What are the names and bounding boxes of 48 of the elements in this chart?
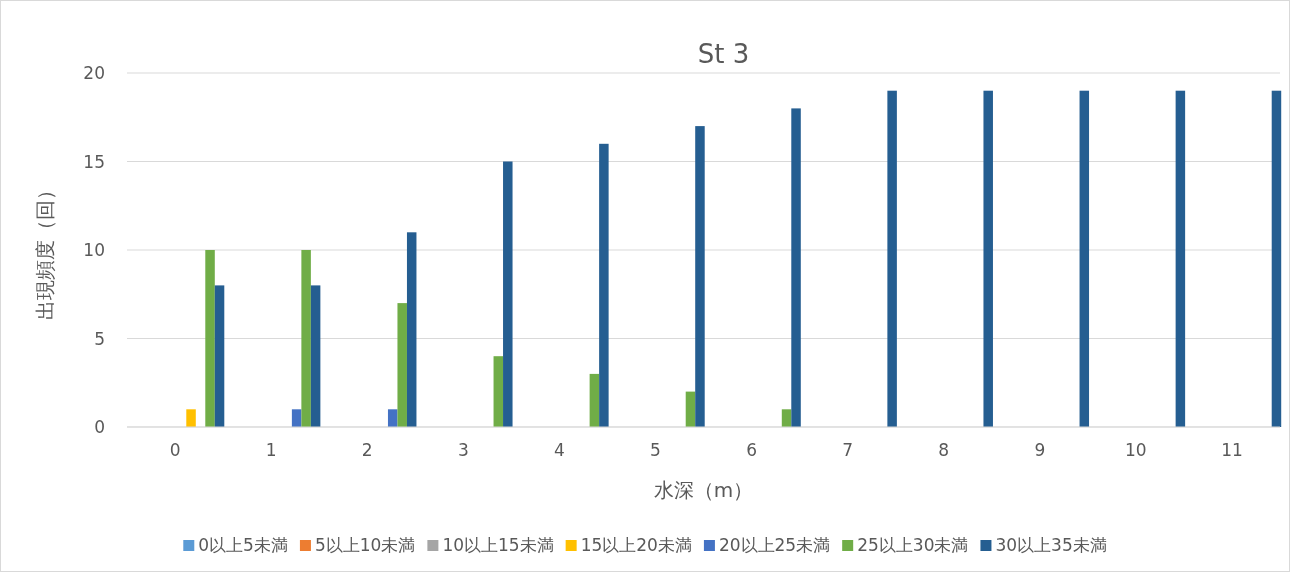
bar [781, 409, 792, 427]
bar [291, 409, 302, 427]
bar [599, 143, 609, 427]
bar [983, 90, 993, 427]
legend-label: 15以上20未満 [580, 535, 692, 555]
bar [589, 373, 600, 427]
bar [301, 250, 311, 427]
x-tick-label: 1 [265, 440, 277, 460]
bar [406, 232, 417, 427]
chart-title: St 3 [697, 39, 750, 69]
bar [695, 126, 705, 427]
x-tick-label: 5 [650, 440, 661, 460]
bar [205, 250, 215, 427]
x-axis-title: 水深（m） [653, 478, 754, 502]
bar [685, 391, 696, 427]
y-tick-label: 5 [94, 328, 105, 349]
y-tick-label: 0 [94, 417, 105, 437]
bar [310, 285, 321, 427]
x-tick-label: 11 [1221, 440, 1243, 460]
x-tick-label: 3 [457, 440, 469, 460]
bar [1175, 90, 1186, 427]
x-tick-label: 9 [1034, 440, 1046, 460]
bar [387, 409, 398, 427]
legend-label: 30以上35未満 [995, 535, 1107, 555]
x-tick-label: 6 [746, 440, 757, 460]
bar [214, 285, 225, 427]
x-tick-label: 4 [553, 440, 565, 460]
x-tick-label: 8 [938, 440, 950, 460]
x-tick-label: 7 [842, 440, 854, 460]
y-tick-label: 15 [83, 151, 105, 172]
x-tick-label: 10 [1125, 440, 1147, 460]
bar [397, 303, 407, 427]
x-tick-label: 0 [169, 440, 181, 460]
y-tick-label: 10 [83, 240, 105, 260]
legend-label: 25以上30未満 [857, 535, 969, 555]
bar [1271, 90, 1282, 427]
y-tick-label: 20 [83, 63, 105, 83]
legend-label: 20以上25未満 [718, 535, 831, 555]
x-tick-label: 2 [361, 440, 373, 460]
bar [887, 90, 897, 427]
bar [1079, 90, 1090, 427]
bar [503, 161, 513, 427]
y-axis-title: 出現頻度（回） [33, 180, 57, 320]
bar [493, 356, 504, 427]
legend-label: 5以上10未満 [314, 535, 416, 555]
legend-label: 0以上5未満 [198, 535, 288, 555]
legend-label: 10以上15未満 [442, 535, 554, 555]
bar [791, 108, 801, 427]
